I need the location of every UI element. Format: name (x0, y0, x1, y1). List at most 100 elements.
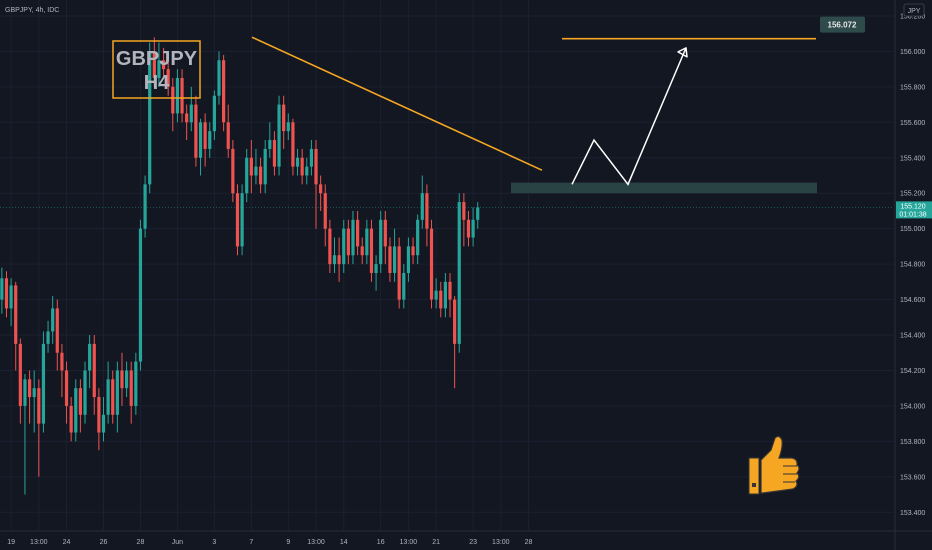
candle (152, 37, 156, 87)
x-tick-label: 7 (249, 539, 253, 546)
candle-body (143, 184, 147, 229)
y-tick-label: 155.000 (900, 226, 925, 233)
candle (0, 267, 4, 314)
candle-body (416, 219, 420, 256)
candle-body (305, 166, 309, 176)
candle-body (402, 272, 406, 300)
candle (295, 148, 300, 176)
candle (120, 352, 124, 406)
candle-body (295, 157, 300, 167)
candle-body (374, 264, 378, 273)
candle (351, 210, 355, 265)
candle-body (78, 388, 82, 415)
candle (212, 90, 216, 141)
candle (129, 361, 133, 424)
y-tick-label: 154.200 (900, 368, 925, 375)
candle (185, 104, 189, 141)
y-tick-label: 155.400 (900, 155, 925, 162)
candle-body (471, 219, 475, 238)
candle (388, 237, 392, 282)
target-price-flag: 156.072 (820, 16, 865, 33)
candle-body (194, 104, 198, 158)
candle (208, 122, 212, 158)
candle-body (134, 361, 138, 406)
candle-body (51, 308, 55, 332)
candle-body (217, 60, 221, 96)
x-tick-label: 23 (469, 539, 477, 546)
current-price-tag: 155.120 01:01:38 (896, 201, 932, 219)
candle (161, 47, 166, 78)
candle (439, 281, 443, 318)
candle-body (92, 343, 96, 398)
candle (369, 219, 374, 282)
current-price-tag-box (896, 201, 932, 219)
candle (166, 60, 170, 96)
candle (291, 118, 295, 176)
y-tick-label: 156.000 (900, 49, 925, 56)
candle-body (189, 104, 193, 123)
candle (55, 299, 59, 371)
candle (78, 379, 82, 433)
currency-button-box[interactable] (903, 3, 925, 17)
candle-body (97, 397, 101, 433)
projection-arrowhead (677, 47, 688, 58)
symbol-text: GBPJPY, 4h, IDC (5, 7, 59, 14)
candle (64, 361, 69, 424)
candle (115, 361, 119, 433)
x-tick-label: 13:00 (492, 539, 510, 546)
candle (198, 118, 203, 176)
y-tick-label: 155.200 (900, 191, 925, 198)
candle (157, 42, 161, 87)
candle (4, 271, 9, 318)
candle (69, 397, 73, 442)
candle (263, 140, 267, 194)
candle (14, 281, 18, 371)
thumbs-up-icon (748, 435, 800, 495)
candle (416, 214, 420, 265)
candle-body (406, 246, 411, 273)
candle (392, 228, 397, 282)
x-tick-label: 28 (525, 539, 533, 546)
candle (425, 184, 429, 247)
candle (231, 140, 235, 203)
y-tick-label: 153.800 (900, 439, 925, 446)
y-tick-label: 155.800 (900, 84, 925, 91)
candle (226, 104, 230, 158)
candle (383, 210, 387, 265)
candle-body (69, 405, 73, 433)
candle (328, 219, 332, 273)
candle (342, 219, 346, 273)
candle (46, 320, 50, 353)
candle (420, 175, 424, 229)
candle (138, 219, 143, 371)
x-tick-label: 28 (137, 539, 145, 546)
candle-body (263, 148, 267, 185)
candle-body (138, 228, 143, 362)
candle-body (198, 122, 203, 158)
candle (429, 219, 434, 309)
candle (360, 237, 364, 265)
candle (134, 352, 138, 415)
candle-body (55, 308, 59, 353)
candle (245, 148, 249, 203)
x-tick-label: 26 (100, 539, 108, 546)
candle-body (365, 228, 369, 256)
candle (125, 361, 129, 398)
candle (74, 379, 78, 442)
candle (111, 370, 115, 424)
candle-body (115, 370, 119, 415)
candle (175, 69, 180, 123)
candle-body (148, 51, 152, 185)
candle-body (425, 193, 429, 229)
y-tick-label: 156.200 (900, 13, 925, 20)
target-price-flag-text: 156.072 (828, 21, 857, 30)
currency-button[interactable]: JPY (903, 3, 925, 17)
candle-body (388, 246, 392, 273)
candle (240, 184, 244, 256)
candle (323, 184, 327, 247)
candle-body (462, 202, 466, 220)
candle (106, 361, 110, 424)
candle (180, 69, 184, 123)
candle-body (120, 370, 124, 389)
candle-body (328, 228, 332, 265)
